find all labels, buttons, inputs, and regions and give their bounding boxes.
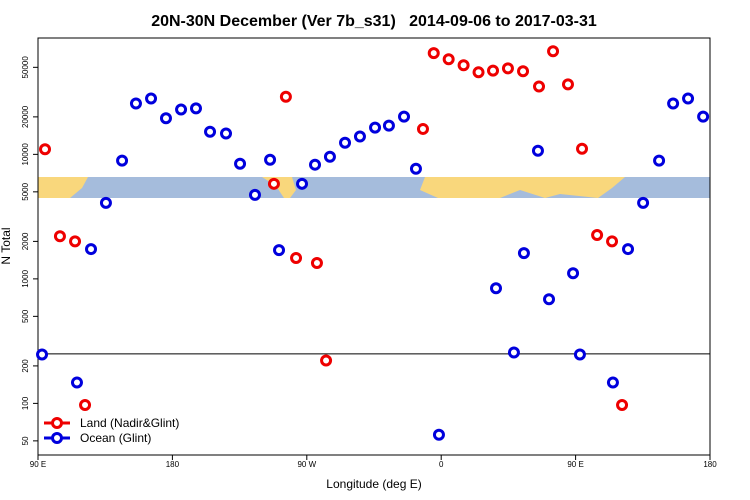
point: [310, 257, 323, 270]
point: [273, 244, 286, 257]
point: [543, 293, 556, 306]
point: [457, 59, 470, 72]
y-tick-label: 5000: [21, 182, 30, 200]
point: [573, 348, 586, 361]
point: [309, 158, 322, 171]
y-tick-label: 50000: [21, 56, 30, 79]
point: [517, 65, 530, 78]
point: [531, 144, 544, 157]
legend-label: Land (Nadir&Glint): [80, 416, 179, 430]
point: [39, 143, 52, 156]
point: [290, 252, 303, 265]
point: [616, 399, 629, 412]
map-band: [38, 177, 710, 198]
point: [234, 157, 247, 170]
point: [501, 62, 514, 75]
point: [353, 130, 366, 143]
x-tick-label: 90 E: [30, 460, 46, 469]
point: [79, 399, 92, 412]
x-tick-label: 180: [166, 460, 180, 469]
point: [189, 102, 202, 115]
point: [567, 267, 580, 280]
x-tick-label: 180: [703, 460, 717, 469]
point: [129, 97, 142, 110]
legend-marker: [51, 432, 63, 444]
y-tick-label: 20000: [21, 105, 30, 128]
plot-frame: [37, 37, 711, 456]
point: [682, 92, 695, 105]
point: [175, 103, 188, 116]
point: [116, 154, 129, 167]
y-tick-label: 2000: [21, 232, 30, 250]
y-tick-label: 1000: [21, 269, 30, 287]
legend-label: Ocean (Glint): [80, 431, 151, 445]
y-tick-label: 10000: [21, 143, 30, 166]
point: [487, 64, 500, 77]
point: [507, 346, 520, 359]
point: [264, 153, 277, 166]
y-tick-label: 200: [21, 359, 30, 373]
point: [472, 66, 485, 79]
point: [576, 142, 589, 155]
point: [53, 230, 66, 243]
point: [382, 119, 395, 132]
chart-title: 20N-30N December (Ver 7b_s31) 2014-09-06…: [151, 13, 597, 30]
point: [409, 162, 422, 175]
point: [432, 428, 445, 441]
point: [561, 78, 574, 91]
point: [36, 348, 49, 361]
point: [323, 150, 336, 163]
y-tick-label: 100: [21, 396, 30, 410]
y-axis-label: N Total: [0, 227, 13, 264]
point: [204, 125, 217, 138]
point: [339, 136, 352, 149]
point: [70, 376, 83, 389]
point: [267, 177, 280, 190]
point: [547, 45, 560, 58]
point: [442, 53, 455, 66]
point: [606, 235, 619, 248]
point: [427, 47, 440, 60]
point: [320, 354, 333, 367]
point: [533, 80, 546, 93]
point: [637, 196, 650, 209]
x-tick-label: 90 E: [567, 460, 583, 469]
point: [591, 229, 604, 242]
point: [398, 110, 411, 123]
point: [697, 110, 710, 123]
point: [517, 247, 530, 260]
point: [490, 282, 503, 295]
point: [99, 196, 112, 209]
legend-marker: [51, 417, 63, 429]
point: [606, 376, 619, 389]
point: [653, 154, 666, 167]
point: [145, 92, 158, 105]
point: [69, 235, 82, 248]
point: [159, 112, 172, 125]
y-tick-label: 50: [21, 436, 30, 445]
point: [296, 177, 309, 190]
point: [220, 127, 233, 140]
point: [667, 97, 680, 110]
point: [85, 243, 98, 256]
point: [248, 188, 261, 201]
point: [369, 121, 382, 134]
point: [416, 122, 429, 135]
y-tick-label: 500: [21, 309, 30, 323]
x-tick-label: 90 W: [297, 460, 316, 469]
x-tick-label: 0: [439, 460, 444, 469]
point: [622, 243, 635, 256]
point: [279, 90, 292, 103]
x-axis-label: Longitude (deg E): [326, 477, 421, 491]
